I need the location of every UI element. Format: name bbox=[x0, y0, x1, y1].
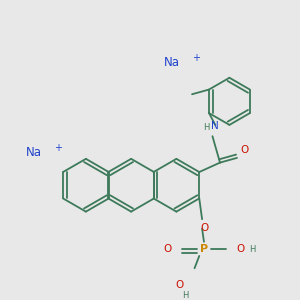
Text: O: O bbox=[241, 145, 249, 155]
Text: O: O bbox=[201, 223, 209, 233]
Text: H: H bbox=[204, 123, 210, 132]
Text: Na: Na bbox=[26, 146, 42, 159]
Text: H: H bbox=[249, 245, 256, 254]
Text: Na: Na bbox=[164, 56, 180, 69]
Text: O: O bbox=[175, 280, 183, 290]
Text: H: H bbox=[182, 291, 188, 300]
Text: O: O bbox=[164, 244, 172, 254]
Text: P: P bbox=[200, 244, 208, 254]
Text: O: O bbox=[236, 244, 244, 254]
Text: +: + bbox=[192, 53, 200, 63]
Text: +: + bbox=[54, 142, 62, 152]
Text: N: N bbox=[212, 121, 219, 130]
